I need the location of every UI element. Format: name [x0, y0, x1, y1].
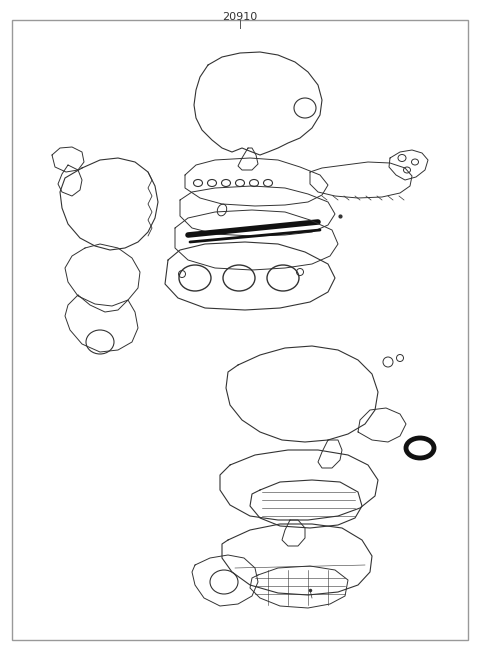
Text: 20910: 20910 — [222, 12, 258, 22]
